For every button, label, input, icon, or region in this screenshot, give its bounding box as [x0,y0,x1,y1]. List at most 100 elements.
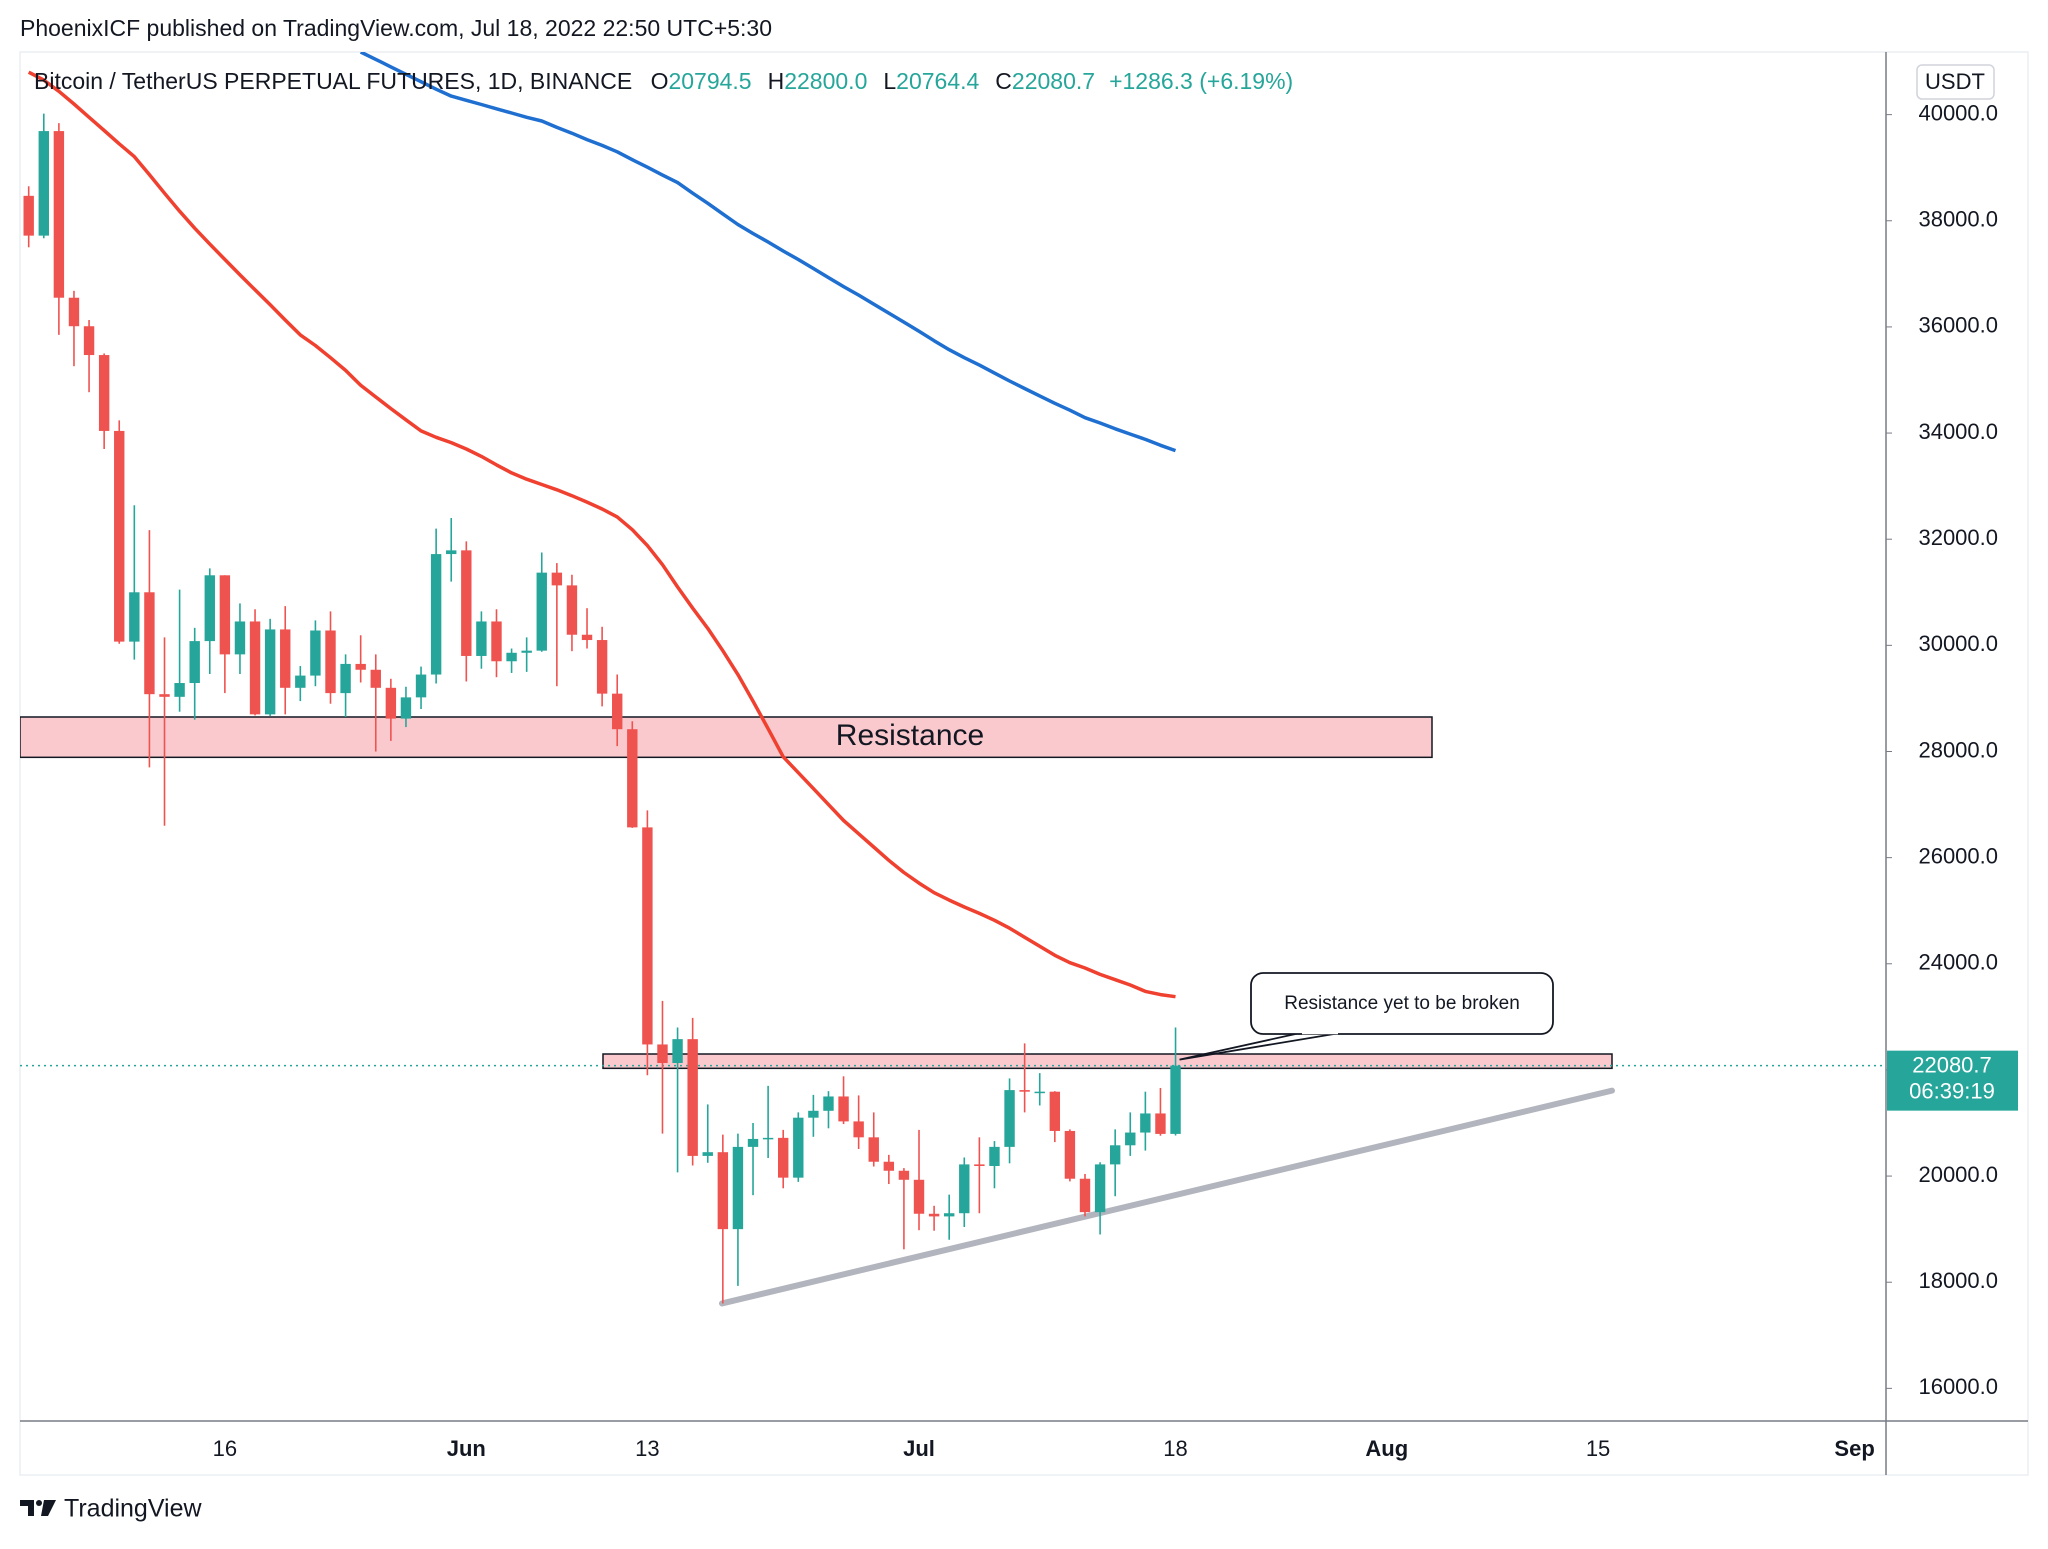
candle-body [385,687,397,719]
candle-body [612,693,623,730]
candle-body [98,355,110,431]
zone [20,716,1433,759]
y-tick-label: 24000.0 [1918,950,1998,975]
y-tick-label: 34000.0 [1918,419,1998,444]
y-tick-label: 38000.0 [1918,207,1998,232]
candle-body [1155,1113,1166,1134]
candle-body [1170,1065,1181,1134]
candle-body [672,1039,683,1064]
zone [602,1053,1613,1070]
candle-body [355,663,366,670]
stat-value: 22800.0 [784,68,867,94]
candle-body [1064,1130,1076,1179]
candle-body [415,674,427,698]
candle-body [838,1096,849,1122]
candle-body [129,592,140,642]
legend: Bitcoin / TetherUS PERPETUAL FUTURES, 1D… [34,68,1293,94]
candle-body [778,1137,789,1178]
x-tick-label: Sep [1834,1436,1874,1461]
candle-body [702,1152,713,1156]
currency-box [1916,64,1995,100]
candle-body [1034,1091,1045,1094]
callout-pointer [1179,1032,1341,1061]
candle-body [295,675,306,688]
candle-body [114,430,125,642]
last-price-label: 22080.7 [1912,1052,1992,1077]
candle-body [853,1121,864,1138]
y-tick-label: 26000.0 [1918,843,1998,868]
plot-area: Resistance [20,52,1886,1307]
y-tick-label: 20000.0 [1918,1162,1998,1187]
stat-key: H [768,68,785,94]
candle-body [747,1138,759,1147]
candle-body [657,1044,668,1064]
stat-key: O [651,68,669,94]
candle-body [1004,1090,1015,1147]
y-tick-label: 18000.0 [1918,1268,1998,1293]
candle-body [1079,1178,1091,1213]
moving-average [27,70,1176,999]
y-tick-label: 16000.0 [1918,1374,1998,1399]
candle-body [325,630,336,694]
candle-body [974,1164,985,1166]
moving-average [359,52,1177,453]
candle-body [38,131,49,236]
frame [19,51,2029,1476]
y-tick-label: 32000.0 [1918,525,1998,550]
stat-key: C [995,68,1012,94]
candle-body [717,1152,729,1230]
candle-body [898,1170,910,1180]
x-tick-label: 13 [635,1436,659,1461]
candle-body [1094,1164,1106,1213]
candle-body [687,1039,698,1156]
countdown: 06:39:19 [1909,1078,1995,1103]
candle-body [642,827,653,1045]
callout-text: Resistance yet to be broken [1284,993,1520,1014]
candle-body [989,1146,1000,1166]
candle-body [219,575,231,655]
candle-body [566,585,578,635]
candle-body [913,1179,925,1214]
candle-body [762,1137,774,1140]
x-tick-label: 16 [213,1436,237,1461]
candle-body [627,729,638,828]
candle-body [144,592,155,695]
candle-body [280,629,291,688]
candle-body [234,621,246,655]
callout-box [1250,972,1554,1035]
publish-header: PhoenixICF published on TradingView.com,… [20,15,772,41]
stat-key: L [883,68,896,94]
candle-body [883,1161,895,1171]
candle-body [732,1146,744,1230]
candle-body [521,650,532,653]
candle-body [23,195,34,236]
logo-shape [41,1500,56,1516]
candle-body [1125,1132,1136,1146]
candle-body [159,694,170,697]
candle-body [1049,1091,1061,1131]
trendline [719,1087,1615,1307]
y-tick-label: 28000.0 [1918,737,1998,762]
x-tick-label: Aug [1365,1436,1408,1461]
candle-body [506,652,517,662]
stat-value: 20764.4 [896,68,979,94]
candle-body [823,1096,834,1111]
candle-body [808,1110,819,1118]
x-tick-label: Jul [903,1436,935,1461]
candle-body [928,1213,940,1217]
candle-body [370,669,381,688]
candle-body [189,641,200,684]
x-tick-label: 15 [1586,1436,1610,1461]
candle-body [430,554,442,675]
change: +1286.3 (+6.19%) [1109,68,1293,94]
stat-value: 22080.7 [1012,68,1095,94]
zone-label: Resistance [836,719,984,752]
x-tick-label: 18 [1163,1436,1187,1461]
candle-body [793,1117,804,1178]
candle-body [1140,1113,1151,1133]
legend-line: Bitcoin / TetherUS PERPETUAL FUTURES, 1D… [34,68,1293,94]
candle-body [551,572,563,586]
candle-body [340,663,351,694]
